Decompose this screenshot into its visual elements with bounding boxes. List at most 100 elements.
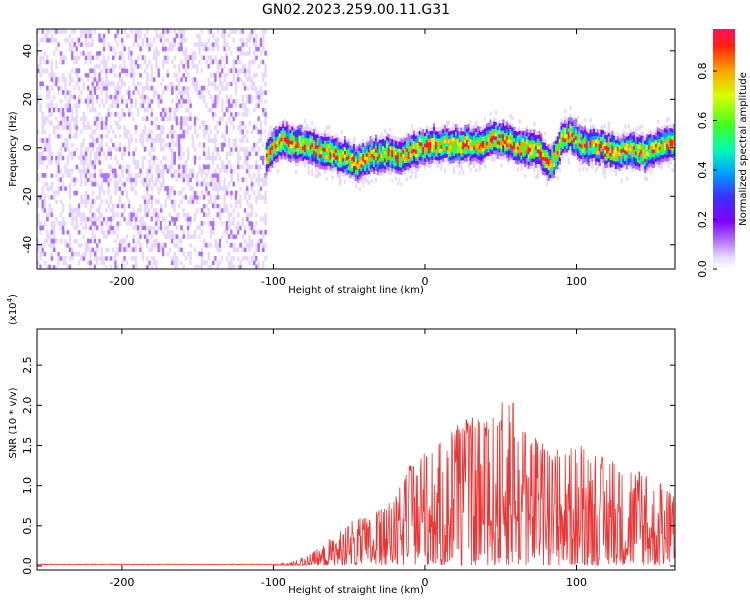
signal-cell bbox=[340, 170, 343, 175]
noise-cell bbox=[107, 37, 111, 43]
noise-cell bbox=[253, 190, 256, 196]
noise-cell bbox=[232, 164, 236, 170]
noise-cell bbox=[52, 129, 56, 135]
noise-cell bbox=[214, 186, 217, 191]
noise-cell bbox=[91, 133, 95, 139]
signal-cell bbox=[284, 148, 287, 153]
signal-cell bbox=[365, 134, 369, 139]
noise-cell bbox=[157, 55, 161, 60]
noise-cell bbox=[91, 46, 95, 52]
noise-cell bbox=[87, 42, 90, 47]
noise-cell bbox=[189, 133, 192, 139]
noise-cell bbox=[214, 151, 217, 156]
signal-cell bbox=[358, 172, 361, 177]
noise-cell bbox=[209, 177, 213, 183]
noise-cell bbox=[173, 203, 176, 209]
noise-cell bbox=[193, 159, 197, 165]
noise-cell bbox=[123, 55, 126, 60]
noise-cell bbox=[173, 142, 176, 148]
noise-cell bbox=[243, 107, 247, 113]
noise-cell bbox=[109, 199, 113, 204]
signal-cell bbox=[382, 167, 385, 172]
noise-cell bbox=[246, 190, 249, 196]
signal-cell bbox=[354, 166, 358, 171]
noise-cell bbox=[66, 90, 70, 95]
noise-cell bbox=[59, 103, 63, 108]
noise-cell bbox=[164, 203, 167, 209]
signal-cell bbox=[327, 154, 331, 159]
noise-cell bbox=[225, 229, 229, 235]
signal-cell bbox=[291, 126, 294, 131]
noise-cell bbox=[155, 234, 158, 239]
signal-cell bbox=[300, 120, 303, 125]
noise-cell bbox=[98, 77, 101, 82]
signal-cell bbox=[354, 155, 358, 160]
noise-cell bbox=[171, 37, 174, 43]
noise-cell bbox=[171, 138, 174, 143]
noise-cell bbox=[37, 59, 40, 65]
noise-cell bbox=[84, 107, 88, 113]
noise-cell bbox=[143, 55, 147, 60]
noise-cell bbox=[48, 142, 51, 148]
noise-cell bbox=[91, 203, 95, 209]
noise-cell bbox=[112, 225, 115, 231]
noise-cell bbox=[175, 177, 179, 183]
noise-cell bbox=[91, 103, 95, 108]
signal-cell bbox=[296, 140, 300, 145]
noise-cell bbox=[123, 221, 126, 226]
noise-cell bbox=[232, 194, 236, 200]
noise-cell bbox=[57, 37, 61, 43]
noise-cell bbox=[200, 212, 204, 218]
noise-cell bbox=[125, 238, 129, 244]
noise-cell bbox=[107, 146, 111, 152]
noise-cell bbox=[230, 85, 233, 91]
noise-cell bbox=[64, 129, 67, 135]
noise-cell bbox=[118, 186, 122, 191]
noise-cell bbox=[243, 194, 247, 200]
signal-cell bbox=[364, 145, 367, 150]
signal-cell bbox=[354, 151, 358, 156]
noise-cell bbox=[168, 242, 172, 248]
noise-cell bbox=[87, 77, 90, 82]
noise-cell bbox=[137, 229, 140, 235]
noise-cell bbox=[82, 98, 86, 104]
noise-cell bbox=[89, 59, 92, 65]
signal-cell bbox=[391, 160, 394, 165]
noise-cell bbox=[187, 81, 190, 87]
signal-cell bbox=[276, 125, 280, 130]
noise-cell bbox=[109, 190, 113, 196]
noise-cell bbox=[55, 221, 58, 226]
noise-cell bbox=[189, 207, 192, 213]
noise-cell bbox=[159, 247, 163, 252]
noise-cell bbox=[232, 221, 236, 226]
signal-cell bbox=[327, 165, 331, 170]
signal-cell bbox=[396, 177, 400, 182]
noise-cell bbox=[218, 255, 222, 261]
signal-cell bbox=[327, 169, 331, 173]
noise-cell bbox=[62, 77, 65, 82]
noise-cell bbox=[157, 164, 161, 170]
noise-cell bbox=[109, 129, 113, 135]
noise-cell bbox=[59, 255, 63, 261]
signal-cell bbox=[274, 133, 278, 138]
noise-cell bbox=[48, 173, 51, 178]
noise-cell bbox=[130, 72, 133, 78]
noise-cell bbox=[225, 255, 229, 261]
noise-cell bbox=[221, 55, 224, 60]
noise-cell bbox=[173, 164, 176, 170]
noise-cell bbox=[105, 29, 108, 34]
noise-cell bbox=[241, 181, 245, 187]
signal-cell bbox=[309, 152, 312, 157]
noise-cell bbox=[168, 68, 172, 74]
noise-cell bbox=[125, 63, 129, 69]
noise-cell bbox=[193, 260, 197, 266]
noise-cell bbox=[234, 190, 238, 196]
noise-cell bbox=[96, 190, 99, 196]
noise-cell bbox=[180, 225, 183, 231]
noise-cell bbox=[202, 29, 206, 34]
noise-cell bbox=[232, 94, 236, 100]
noise-cell bbox=[82, 116, 86, 122]
noise-cell bbox=[212, 181, 215, 187]
noise-cell bbox=[75, 221, 79, 226]
noise-cell bbox=[164, 50, 167, 56]
